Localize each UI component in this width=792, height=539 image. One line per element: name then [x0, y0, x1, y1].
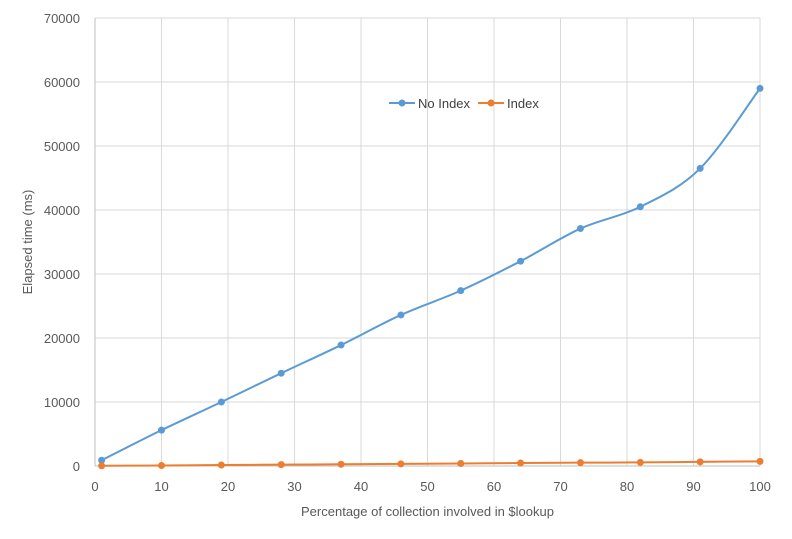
- legend-item-index: Index: [478, 96, 539, 111]
- grid-lines: [94, 17, 761, 467]
- x-tick-label: 90: [686, 479, 700, 494]
- y-tick-label: 50000: [44, 139, 80, 154]
- series-lines: [98, 84, 764, 470]
- data-point-index: [696, 458, 704, 466]
- x-tick-label: 30: [287, 479, 301, 494]
- data-point-index: [337, 460, 345, 468]
- data-point-no-index: [576, 225, 584, 233]
- legend-swatch-marker: [398, 99, 406, 107]
- legend-label: No Index: [418, 96, 471, 111]
- data-point-no-index: [636, 203, 644, 211]
- data-point-no-index: [277, 369, 285, 377]
- data-point-no-index: [158, 426, 165, 434]
- data-point-index: [457, 460, 465, 468]
- series-line-index: [101, 460, 761, 467]
- y-axis-title: Elapsed time (ms): [20, 190, 35, 295]
- x-tick-label: 100: [749, 479, 771, 494]
- x-tick-label: 80: [620, 479, 634, 494]
- y-tick-label: 10000: [44, 395, 80, 410]
- legend-swatch-marker: [487, 99, 495, 107]
- y-tick-label: 60000: [44, 75, 80, 90]
- x-tick-label: 0: [91, 479, 98, 494]
- legend: No Index Index: [389, 96, 539, 111]
- data-point-no-index: [756, 84, 764, 92]
- y-tick-label: 0: [73, 459, 80, 474]
- data-point-index: [576, 459, 584, 467]
- data-point-no-index: [397, 311, 405, 319]
- y-tick-label: 20000: [44, 331, 80, 346]
- y-tick-label: 70000: [44, 11, 80, 26]
- data-point-index: [397, 460, 405, 468]
- x-tick-label: 10: [154, 479, 168, 494]
- data-point-index: [277, 461, 285, 469]
- axes: 0 10 20 30 40 50 60 70 80 90 100 0 10000 20000 30000 40…: [44, 11, 771, 494]
- series-line-no-index: [101, 87, 761, 462]
- x-tick-label: 40: [354, 479, 368, 494]
- x-tick-label: 50: [420, 479, 434, 494]
- x-tick-label: 20: [221, 479, 235, 494]
- data-point-no-index: [217, 398, 225, 406]
- data-point-no-index: [98, 456, 106, 464]
- x-tick-label: 60: [487, 479, 501, 494]
- data-point-index: [98, 462, 106, 470]
- data-point-index: [217, 461, 225, 469]
- data-point-no-index: [696, 164, 704, 172]
- data-point-index: [756, 457, 764, 465]
- y-tick-label: 30000: [44, 267, 80, 282]
- data-point-no-index: [517, 257, 525, 265]
- y-tick-label: 40000: [44, 203, 80, 218]
- x-tick-label: 70: [553, 479, 567, 494]
- data-point-index: [158, 461, 165, 469]
- legend-label: Index: [507, 96, 539, 111]
- data-point-no-index: [457, 287, 465, 295]
- data-point-index: [636, 458, 644, 466]
- legend-item-no-index: No Index: [389, 96, 471, 111]
- x-axis-title: Percentage of collection involved in $lo…: [301, 504, 554, 519]
- data-point-no-index: [337, 341, 345, 349]
- data-point-index: [517, 459, 525, 467]
